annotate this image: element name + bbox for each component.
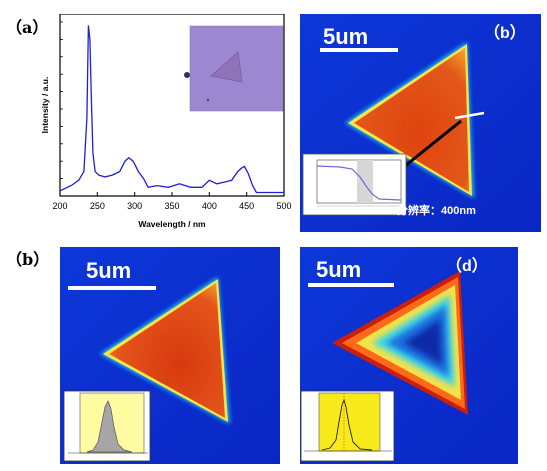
panel-b1-map: 5um （b） 分辨率：400nm — [300, 14, 541, 232]
resolution-label: 分辨率：400nm — [397, 203, 476, 217]
x-tick-label: 400 — [202, 201, 217, 211]
panel-a-label: （a） — [6, 18, 49, 37]
x-tick-label: 500 — [276, 201, 291, 211]
scale-bar — [68, 286, 156, 290]
panel-b1-label: （b） — [484, 24, 526, 42]
panel-d-map: 5um （d） — [300, 247, 518, 464]
panel-a-chart: 200 250 300 350 400 450 500 Wavelength / nm In… — [40, 14, 292, 229]
y-axis-ticks — [60, 21, 63, 197]
x-axis-ticks: 200 250 300 350 400 450 500 — [52, 192, 292, 211]
spectrum-series-line — [60, 25, 284, 194]
histogram-inset — [63, 390, 151, 462]
x-tick-label: 200 — [52, 201, 67, 211]
scale-bar-label: 5um — [86, 258, 131, 283]
x-axis-label: Wavelength / nm — [138, 219, 206, 229]
line-profile-marker — [454, 111, 485, 120]
x-tick-label: 300 — [127, 201, 142, 211]
panel-b2-map: 5um — [60, 247, 280, 464]
histogram-inset — [300, 390, 395, 462]
panel-d-label: （d） — [446, 257, 488, 275]
optical-micrograph-inset — [184, 25, 284, 112]
x-tick-label: 250 — [90, 201, 105, 211]
x-tick-label: 450 — [239, 201, 254, 211]
scale-bar-label: 5um — [323, 24, 368, 49]
line-profile-inset — [302, 153, 407, 216]
scale-bar — [308, 283, 394, 287]
y-axis-label: Intensity / a.u. — [40, 77, 50, 134]
scale-bar — [320, 48, 398, 52]
panel-b2-label: （b） — [6, 250, 50, 269]
x-tick-label: 350 — [164, 201, 179, 211]
scale-bar-label: 5um — [316, 257, 361, 282]
